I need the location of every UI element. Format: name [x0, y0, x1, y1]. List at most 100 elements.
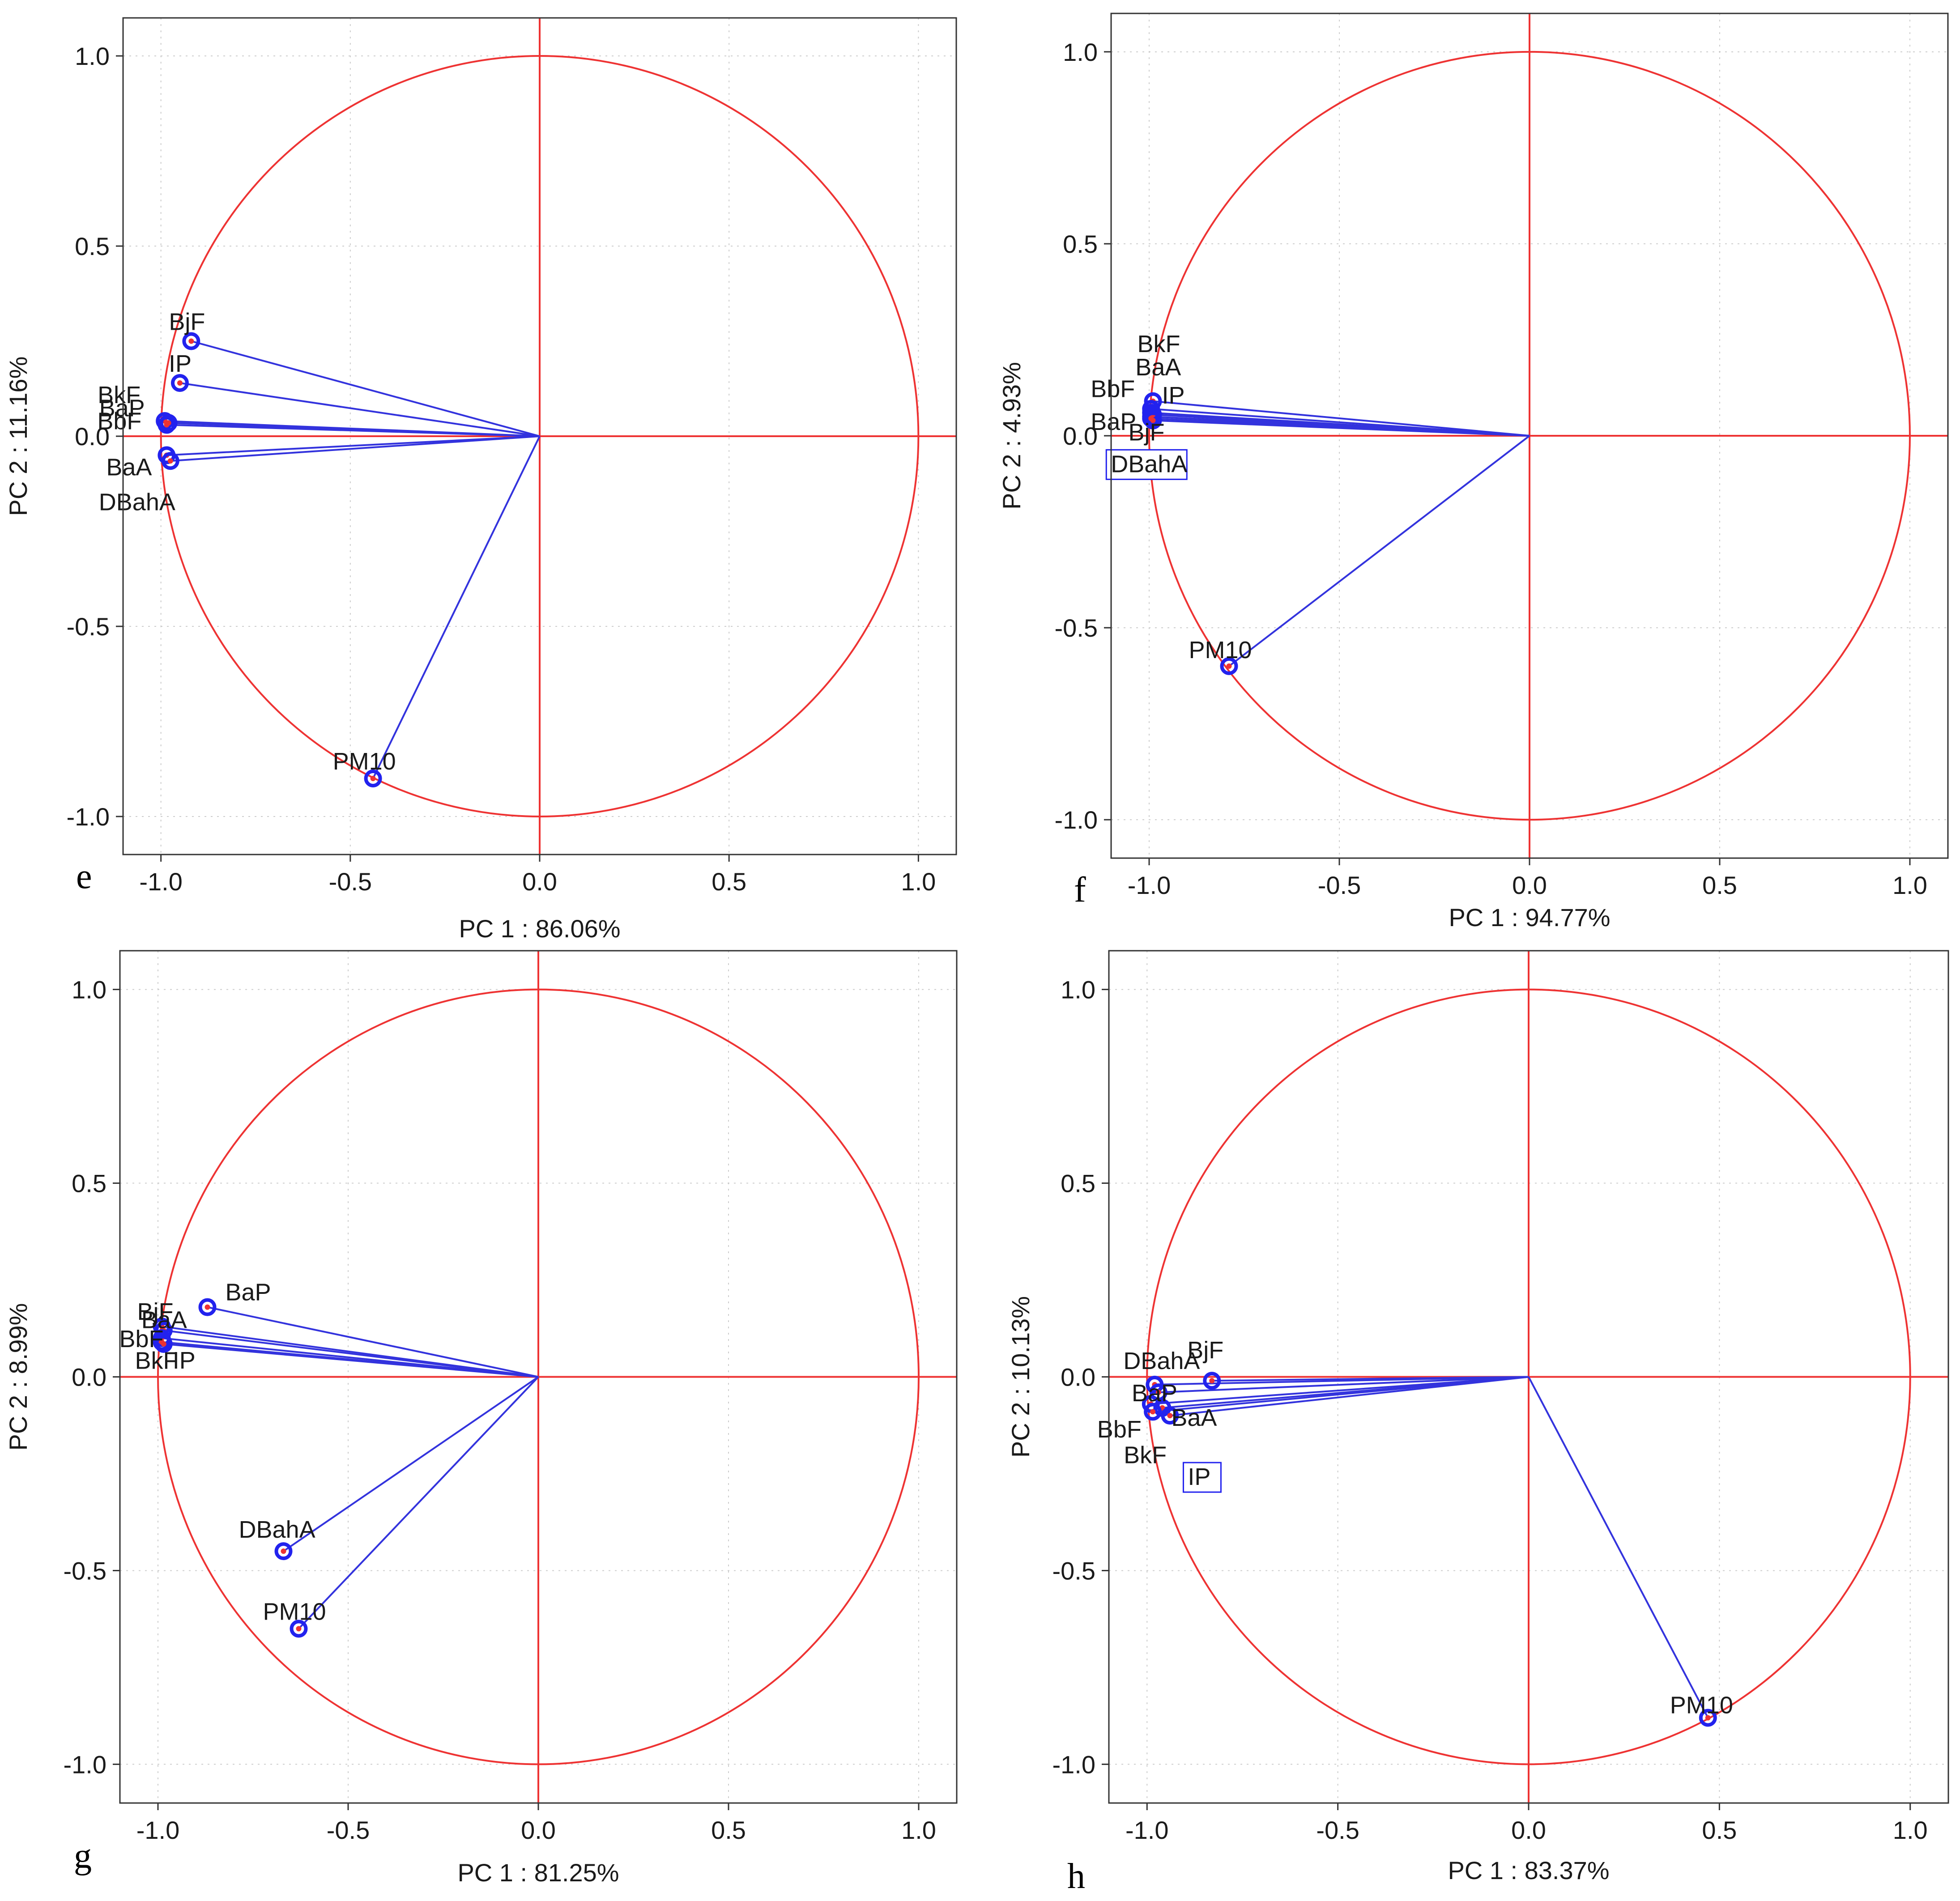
y-tick-label: -0.5	[1055, 614, 1098, 642]
x-tick-label: -1.0	[1125, 1816, 1169, 1844]
point-marker-center-dbaha	[167, 458, 173, 464]
y-tick-label: 0.5	[72, 1170, 107, 1198]
point-marker-center-pm10	[1705, 1715, 1711, 1721]
loading-vector-ip	[1170, 1376, 1529, 1417]
x-tick-label: 1.0	[1892, 871, 1927, 899]
loading-vector-pm10	[1528, 1376, 1709, 1718]
x-tick-label: -1.0	[1128, 871, 1171, 899]
y-axis-title: PC 2 : 4.93%	[997, 362, 1026, 510]
point-label-bkf: BkF	[1138, 331, 1180, 357]
y-tick-label: 1.0	[1061, 976, 1095, 1004]
y-tick-label: 1.0	[72, 976, 107, 1004]
point-label-pm10: PM10	[333, 748, 396, 775]
point-label-baa: BaA	[141, 1307, 187, 1334]
point-marker-ip	[1161, 1407, 1179, 1425]
y-tick-label: -0.5	[64, 1557, 107, 1585]
point-label-ip: IP	[1162, 382, 1185, 409]
unit-circle	[160, 55, 920, 817]
x-tick-label: -0.5	[329, 868, 372, 896]
point-label-bbf: BbF	[119, 1326, 164, 1352]
x-axis-title: PC 1 : 94.77%	[1449, 903, 1610, 931]
point-marker-pm10	[1220, 657, 1238, 675]
point-label-bjf: BjF	[1187, 1337, 1223, 1364]
point-marker-bkf	[1144, 1403, 1162, 1421]
y-tick-label: -0.5	[67, 612, 110, 641]
point-marker-ip	[154, 1335, 173, 1353]
y-tick-label: 0.0	[1061, 1363, 1095, 1391]
unit-circle	[1146, 988, 1911, 1765]
point-label-bap: BaP	[1091, 408, 1136, 435]
y-tick-label: 0.5	[1063, 230, 1098, 258]
x-tick-label: 0.5	[712, 868, 746, 896]
x-tick-label: 1.0	[901, 868, 936, 896]
loading-vector-pm10	[372, 436, 541, 779]
point-label-bjf: BjF	[169, 309, 205, 336]
x-axis-title: PC 1 : 86.06%	[459, 914, 620, 943]
point-label-bap: BaP	[226, 1279, 271, 1306]
x-tick-label: -0.5	[1318, 871, 1361, 899]
point-label-box	[1105, 449, 1188, 480]
point-label-dbaha: DBahA	[1123, 1348, 1200, 1374]
x-tick-label: 0.0	[1511, 1816, 1546, 1844]
loading-vector-dbaha	[1151, 417, 1530, 437]
x-tick-label: 1.0	[1893, 1816, 1928, 1844]
loading-vector-dbaha	[283, 1376, 539, 1552]
point-marker-bjf	[1203, 1372, 1221, 1390]
plot-frame	[1108, 950, 1949, 1804]
loading-vector-ip	[179, 382, 540, 437]
loading-vector-pm10	[1228, 435, 1530, 667]
plot-frame	[119, 950, 958, 1804]
point-marker-center-ip	[177, 380, 183, 386]
point-label-pm10: PM10	[263, 1598, 326, 1625]
x-tick-label: 0.5	[1702, 871, 1737, 899]
x-axis-title: PC 1 : 81.25%	[457, 1858, 619, 1887]
x-tick-label: -0.5	[327, 1816, 370, 1844]
point-label-baa: BaA	[106, 454, 152, 481]
loading-vector-dbaha	[170, 435, 540, 462]
plot-frame	[1110, 13, 1949, 859]
point-label-bap: BaP	[99, 395, 145, 421]
y-tick-label: 0.5	[75, 232, 110, 260]
point-marker-center-dbaha	[1148, 416, 1154, 421]
point-marker-bjf	[182, 332, 200, 350]
point-marker-center-pm10	[370, 776, 376, 781]
point-marker-pm10	[1699, 1709, 1717, 1727]
loading-vector-bap	[1158, 1376, 1529, 1394]
point-marker-bbf	[158, 416, 176, 434]
point-label-dbaha: DBahA	[99, 489, 175, 515]
point-marker-dbaha	[1142, 409, 1160, 428]
loading-vector-bjf	[191, 340, 540, 437]
y-tick-label: -1.0	[1055, 806, 1098, 834]
point-label-ip: IP	[1188, 1463, 1210, 1490]
point-marker-center-pm10	[296, 1626, 302, 1632]
point-label-pm10: PM10	[1670, 1692, 1733, 1719]
unit-circle	[1148, 51, 1911, 821]
point-marker-dbaha	[161, 452, 179, 470]
x-axis-title: PC 1 : 83.37%	[1448, 1856, 1609, 1884]
point-marker-center-bkf	[1150, 1409, 1156, 1415]
loading-vector-pm10	[298, 1376, 539, 1629]
point-label-box	[1182, 1462, 1222, 1493]
x-tick-label: -1.0	[139, 868, 183, 896]
x-tick-label: 0.0	[1512, 871, 1547, 899]
point-label-baa: BaA	[1135, 354, 1181, 381]
point-label-bbf: BbF	[1091, 376, 1135, 403]
point-marker-ip	[170, 374, 189, 392]
point-marker-center-bbf	[164, 422, 170, 428]
point-marker-center-bap	[205, 1304, 210, 1310]
panel-letter: e	[76, 857, 92, 896]
y-tick-label: 1.0	[1063, 38, 1098, 66]
loading-vector-baa	[166, 435, 540, 456]
y-tick-label: 1.0	[75, 42, 110, 70]
point-label-baa: BaA	[1171, 1404, 1217, 1431]
y-tick-label: -1.0	[1052, 1750, 1096, 1778]
x-tick-label: 1.0	[901, 1816, 936, 1844]
point-label-bap: BaP	[1132, 1380, 1177, 1407]
y-tick-label: 0.0	[1063, 422, 1098, 450]
point-label-bbf: BbF	[1097, 1416, 1142, 1443]
